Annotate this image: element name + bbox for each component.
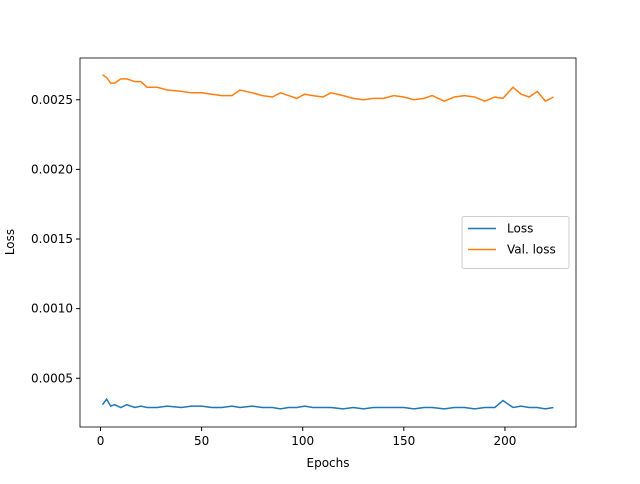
y-tick-label: 0.0005 (31, 371, 73, 385)
x-tick-label: 150 (392, 434, 415, 448)
series-line (101, 397, 554, 410)
y-tick-label: 0.0015 (31, 232, 73, 246)
y-tick-label: 0.0025 (31, 93, 73, 107)
y-axis-label: Loss (3, 229, 17, 255)
y-tick-label: 0.0010 (31, 302, 73, 316)
x-axis-label: Epochs (307, 456, 350, 470)
plot-frame (79, 57, 577, 428)
legend-box (461, 216, 570, 269)
x-tick-label: 0 (97, 434, 105, 448)
legend-label: Val. loss (507, 243, 556, 257)
series-line (102, 74, 554, 103)
x-tick-label: 50 (194, 434, 209, 448)
x-tick-label: 100 (291, 434, 314, 448)
y-tick-label: 0.0020 (31, 162, 73, 176)
legend-label: Loss (507, 222, 533, 236)
x-tick-label: 200 (493, 434, 516, 448)
